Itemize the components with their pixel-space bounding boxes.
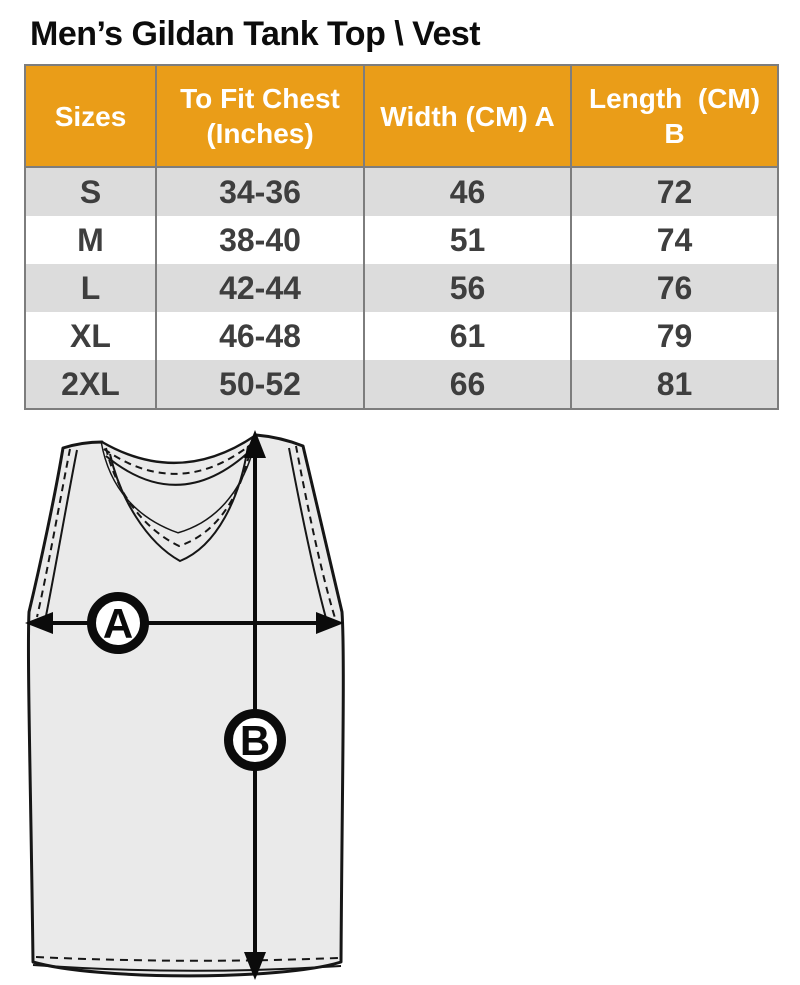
size-cell: XL [25,312,157,360]
chest-cell: 34-36 [156,167,365,216]
chest-cell: 50-52 [156,360,365,409]
size-chart-table: Sizes To Fit Chest (Inches) Width (CM) A… [24,64,779,410]
front-neck-seam [109,445,249,563]
width-cell: 51 [364,216,572,264]
table-header: Sizes To Fit Chest (Inches) Width (CM) A… [25,65,778,168]
tank-top-drawing: A B [25,430,345,980]
width-cell: 56 [364,264,572,312]
chest-cell: 42-44 [156,264,365,312]
table-row: L 42-44 56 76 [25,264,778,312]
tank-silhouette [26,433,345,978]
width-cell: 66 [364,360,572,409]
table-row: 2XL 50-52 66 81 [25,360,778,409]
col-header-sizes: Sizes [25,65,157,168]
table-row: S 34-36 46 72 [25,167,778,216]
measure-a-badge: A [87,592,149,654]
table-row: M 38-40 51 74 [25,216,778,264]
size-cell: 2XL [25,360,157,409]
length-cell: 76 [656,269,693,306]
length-arrow [244,430,266,980]
length-cell: 74 [656,221,693,258]
right-armhole-seam [288,447,328,623]
col-header-width: Width (CM) A [364,65,572,168]
length-cell: 72 [656,173,693,210]
size-cell: S [25,167,157,216]
back-collar-edge [101,434,257,464]
chest-cell: 38-40 [156,216,365,264]
measure-b-badge: B [224,709,286,771]
table-row: XL 46-48 61 79 [25,312,778,360]
back-collar-seam [105,448,253,486]
width-cell: 61 [364,312,572,360]
size-cell: L [25,264,157,312]
length-cell: 81 [656,365,693,402]
col-header-length: Length (CM) B [571,65,778,168]
chest-cell: 46-48 [156,312,365,360]
right-armhole-stitch [295,445,336,619]
hem-inner-line [32,964,342,972]
tank-top-diagram: A B [0,416,800,985]
size-cell: M [25,216,157,264]
measure-a-label: A [103,600,133,647]
page-title: Men’s Gildan Tank Top \ Vest [30,15,481,53]
col-header-chest: To Fit Chest (Inches) [156,65,365,168]
left-armhole-seam [44,449,78,622]
length-cell: 79 [656,317,693,354]
left-armhole-stitch [36,448,71,618]
measure-b-label: B [240,717,270,764]
width-cell: 46 [364,167,572,216]
